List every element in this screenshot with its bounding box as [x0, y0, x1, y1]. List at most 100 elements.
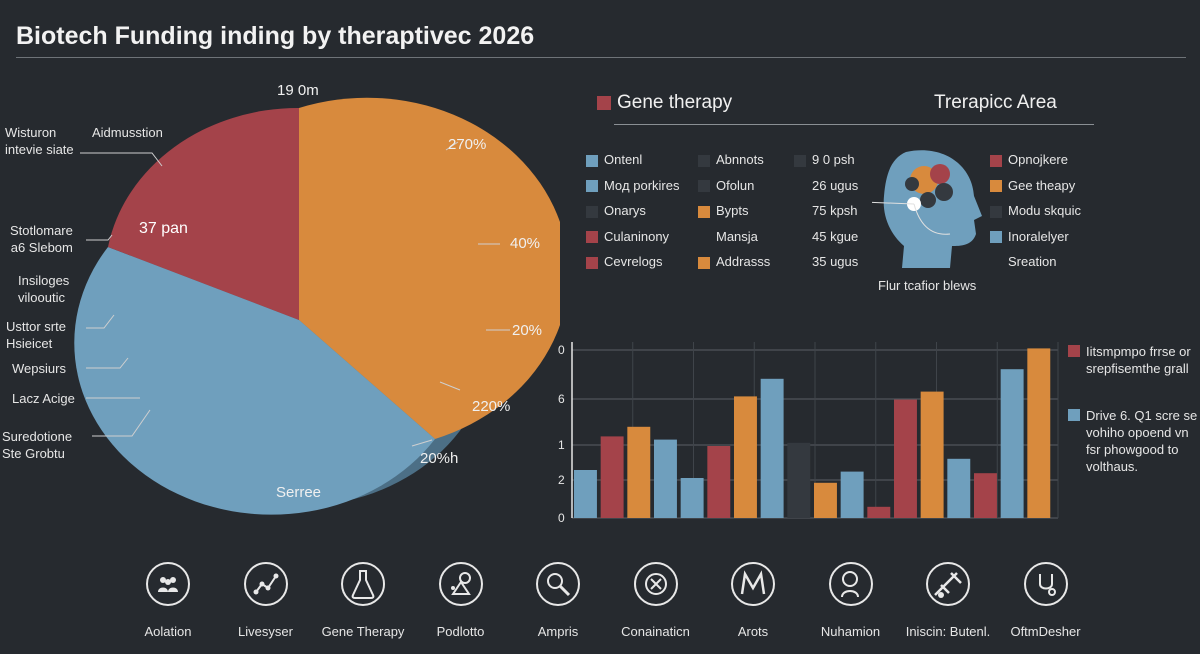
legend-swatch: [586, 180, 598, 193]
bar: [654, 439, 677, 518]
bar: [974, 473, 997, 518]
legend-item: Ontenl: [586, 152, 680, 178]
bar: [1000, 369, 1024, 518]
cell-icon: [633, 562, 678, 606]
syringe-icon: [926, 562, 970, 606]
legend-swatch: [990, 231, 1002, 244]
pie-left-label: Lacz Acige: [12, 391, 75, 406]
legend-item-label: 26 ugus: [812, 177, 859, 193]
legend-divider: [614, 124, 1094, 125]
legend-swatch: [698, 256, 710, 269]
legend-item: 35 ugus: [794, 254, 858, 280]
bar: [947, 458, 971, 518]
bar: [920, 391, 944, 518]
pie-left-label: Suredotione Ste Grobtu: [2, 429, 73, 461]
legend-header-left: Gene therapy: [597, 92, 732, 114]
pie-inner-label: 37 pan: [139, 220, 188, 237]
legend-item-label: Inoralelyer: [1008, 228, 1069, 244]
legend-swatch: [586, 256, 598, 269]
legend-item-label: Bypts: [716, 203, 749, 218]
legend-item: 26 ugus: [794, 178, 858, 204]
bar: [600, 436, 624, 518]
icon-row: Aolation Livesyser Gene Therapy Podlotto Amp…: [130, 562, 1190, 646]
pie-left-label: Insiloges vilooutic: [18, 273, 70, 305]
legend-swatch: [1068, 345, 1080, 357]
bar: [840, 471, 864, 518]
y-tick-label: 0: [558, 511, 565, 525]
legend-item-label: Mansja: [716, 228, 758, 244]
legend-item-label: Addrasss: [716, 254, 771, 269]
bar-legend-entry: Iitsmpmpo frrse or srepfisemthe grall: [1068, 343, 1197, 377]
icon-label: Iniscin: Butenl.: [905, 624, 991, 639]
legend-swatch: [698, 180, 710, 193]
legend-item: Addrasss: [698, 254, 770, 280]
legend-column-1: Ontenl Moд porkires Onarys Culaninony Cevrel…: [586, 152, 680, 280]
legend-column-2: Abnnots Ofolun Bypts Mansja Addrasss: [698, 152, 770, 280]
bar: [574, 470, 597, 518]
legend-item-label: Ontenl: [604, 152, 643, 167]
legend-item: 9 0 psh: [794, 152, 858, 178]
legend-item-label: Sreation: [1008, 254, 1057, 269]
y-tick-label: 1: [558, 438, 565, 452]
pie-pct-label: 220%: [472, 398, 511, 415]
legend-item: Gee theapy: [990, 178, 1081, 204]
legend-swatch: [586, 154, 598, 167]
legend-item-label: 45 kgue: [812, 228, 859, 244]
pie-pct-label: 20%h: [420, 450, 459, 467]
icon-label: Conainaticn: [621, 624, 690, 639]
icon-label: Arots: [737, 624, 769, 639]
legend-swatch: [698, 154, 710, 167]
icon-label: Aolation: [144, 624, 192, 639]
pie-slice-orange: [299, 97, 560, 439]
pie-left-label: Wisturon intevie siate: [5, 125, 74, 157]
legend-item-label: Gee theapy: [1008, 177, 1076, 193]
bar-legend-entry: Drive 6. Q1 scre se vohiho opoend vn fsr…: [1068, 407, 1197, 475]
legend-column-3: 9 0 psh 26 ugus 75 kpsh 45 kgue 35 ugus: [794, 152, 858, 280]
lab-icon: [438, 562, 483, 606]
bar: [627, 426, 651, 518]
pie-top-label: 19 0m: [277, 82, 319, 99]
pie-slice-blue: [74, 247, 435, 515]
legend-item: Mansja: [698, 229, 770, 255]
bar: [734, 396, 757, 518]
icon-label: Livesyser: [238, 624, 293, 639]
bar: [707, 446, 731, 518]
head-profile-icon: [872, 150, 982, 268]
bar: [814, 482, 837, 518]
page-title: Biotech Funding inding by theraptivec 20…: [16, 22, 535, 50]
head-icon: [828, 562, 873, 606]
legend-swatch: [990, 205, 1002, 218]
legend-item-label: Abnnots: [716, 152, 764, 167]
legend-swatch: [990, 154, 1002, 167]
legend-item: Modu skquic: [990, 203, 1081, 229]
y-tick-label: 6: [558, 392, 565, 406]
pie-chart: [74, 97, 560, 515]
bar: [894, 399, 917, 518]
pie-left-label: Stotlomare a6 Slebom: [10, 223, 73, 255]
medical-icon: [1023, 562, 1068, 606]
pie-leader-lines: [80, 141, 510, 447]
legend-swatch: [698, 205, 710, 218]
pie-left-label: Wepsiurs: [12, 361, 66, 376]
pie-slice-red: [108, 107, 299, 320]
legend-item-label: Modu skquic: [1008, 203, 1081, 218]
legend-item: Culaninony: [586, 229, 680, 255]
icon-label: Nuhamion: [820, 624, 881, 639]
legend-item: Cevrelogs: [586, 254, 680, 280]
legend-item: Abnnots: [698, 152, 770, 178]
bar: [867, 506, 891, 518]
bar-legend: Iitsmpmpo frrse or srepfisemthe grall Dr…: [1068, 343, 1197, 475]
pie-bottom-label: Serree: [276, 484, 322, 501]
bar: [760, 378, 784, 518]
head-caption: Flur tcafior blews: [878, 278, 977, 293]
bar: [680, 478, 704, 518]
legend-item-label: 35 ugus: [812, 254, 859, 269]
legend-item-label: Ofolun: [716, 177, 755, 193]
pie-left-label: Aidmusstion: [92, 125, 163, 140]
legend-item-label: Cevrelogs: [604, 254, 663, 269]
legend-item-label: Opnojkere: [1008, 152, 1068, 167]
legend-swatch: [794, 154, 806, 167]
legend-item: Sreation: [990, 254, 1081, 280]
legend-item-label: 75 kpsh: [812, 203, 858, 218]
